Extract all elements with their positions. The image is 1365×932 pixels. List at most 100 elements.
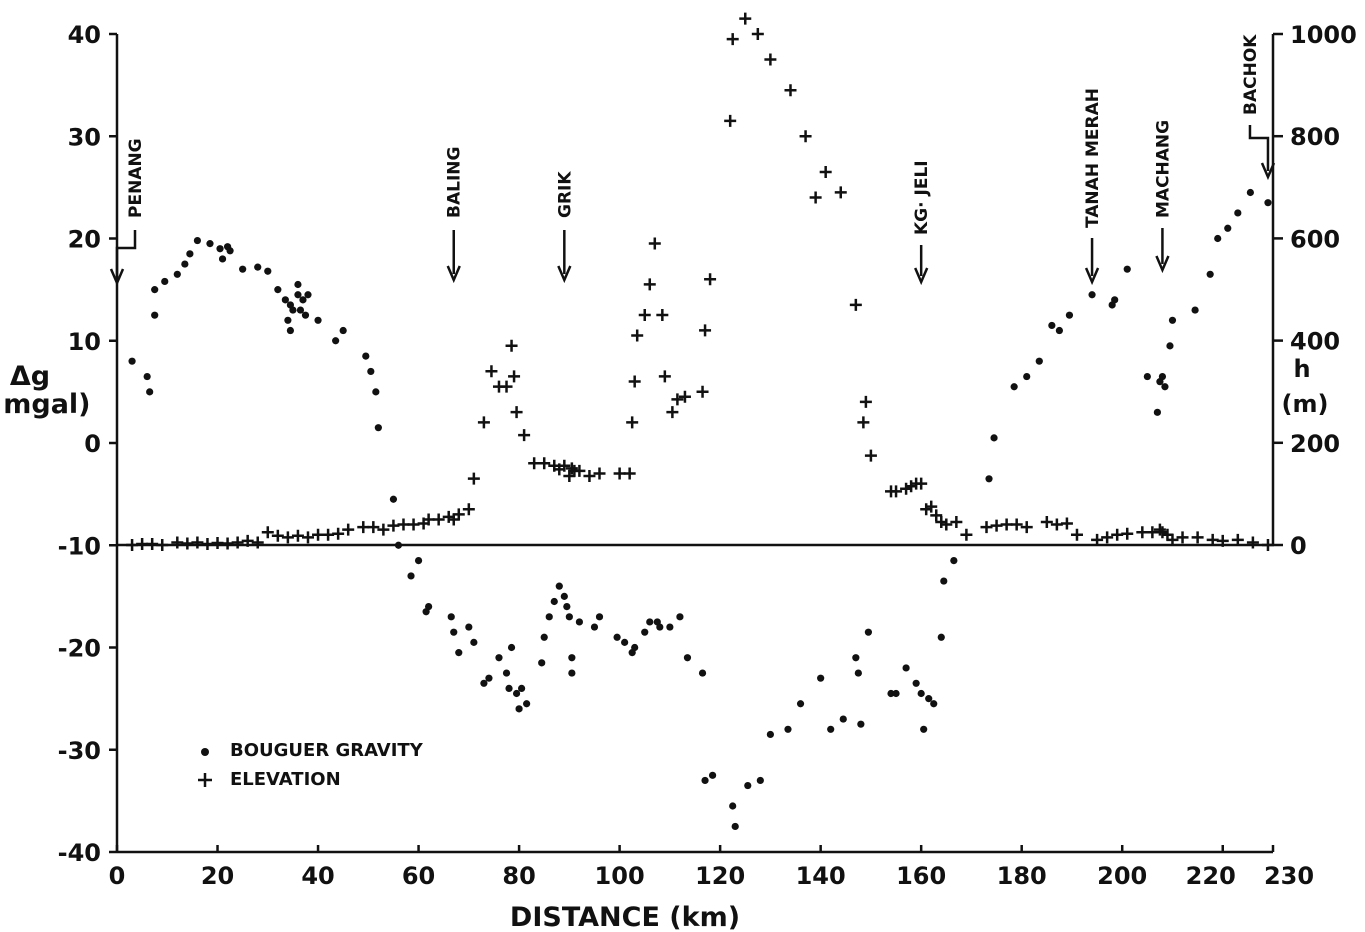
gravity-point xyxy=(729,802,737,810)
right-axis-title-line1: h xyxy=(1293,355,1310,383)
elevation-point xyxy=(397,518,410,531)
gravity-point xyxy=(937,633,945,641)
gravity-point xyxy=(784,725,792,733)
gravity-point xyxy=(274,286,282,294)
right-tick-label: 400 xyxy=(1290,328,1340,356)
elevation-point xyxy=(726,33,739,46)
elevation-point xyxy=(146,537,159,550)
gravity-point xyxy=(540,633,548,641)
gravity-point xyxy=(485,674,493,682)
elevation-point xyxy=(322,528,335,541)
gravity-point xyxy=(766,730,774,739)
elevation-point xyxy=(638,309,651,322)
location-label: KG· JELI xyxy=(912,160,932,235)
elevation-point xyxy=(849,298,862,311)
elevation-point xyxy=(432,513,445,526)
gravity-point xyxy=(216,245,224,253)
gravity-point xyxy=(698,669,707,677)
gravity-point xyxy=(555,582,563,590)
elevation-point xyxy=(1111,528,1124,541)
elevation-point xyxy=(271,529,284,542)
elevation-point xyxy=(1261,539,1274,551)
elevation-point xyxy=(696,385,709,398)
elevation-point xyxy=(799,130,812,143)
elevation-point xyxy=(960,528,973,541)
elevation-point xyxy=(1010,518,1023,531)
elevation-point xyxy=(666,406,679,419)
gravity-point xyxy=(864,628,873,636)
location-marker: MACHANG xyxy=(1153,120,1173,274)
gravity-point xyxy=(701,776,709,785)
location-arrow-head xyxy=(557,265,572,284)
elevation-point xyxy=(251,536,264,549)
gravity-point xyxy=(631,643,639,652)
location-label: GRIK xyxy=(555,171,575,218)
gravity-point xyxy=(264,267,272,275)
left-tick-label: -40 xyxy=(58,839,101,867)
gravity-point xyxy=(301,311,310,319)
elevation-point xyxy=(648,237,661,250)
elevation-point xyxy=(628,375,641,388)
bouguer-gravity-series xyxy=(128,188,1272,831)
gravity-point xyxy=(930,700,938,708)
gravity-point xyxy=(839,715,847,723)
elevation-point xyxy=(593,467,606,480)
elevation-point xyxy=(452,508,465,521)
location-marker: TANAH MERAH xyxy=(1083,88,1103,286)
gravity-point xyxy=(1088,291,1096,299)
elevation-point xyxy=(613,467,626,480)
x-tick-label: 60 xyxy=(402,862,435,890)
gravity-point xyxy=(374,424,382,432)
elevation-point xyxy=(1166,533,1179,546)
right-tick-label: 0 xyxy=(1290,532,1307,560)
elevation-point xyxy=(784,84,797,97)
gravity-point xyxy=(857,720,865,728)
gravity-point xyxy=(226,247,234,255)
elevation-point xyxy=(477,416,490,429)
elevation-point xyxy=(156,539,169,551)
gravity-point xyxy=(181,260,189,268)
location-arrow-line xyxy=(115,230,137,277)
elevation-point xyxy=(126,539,139,551)
x-tick-label: 160 xyxy=(896,862,946,890)
location-marker: GRIK xyxy=(555,171,575,284)
elevation-series xyxy=(126,12,1274,551)
elevation-point xyxy=(583,470,596,483)
gravity-point xyxy=(218,255,227,263)
elevation-point xyxy=(950,516,963,529)
gravity-point xyxy=(239,265,247,273)
right-tick-label: 200 xyxy=(1290,430,1340,458)
gravity-point xyxy=(161,277,169,286)
gravity-point xyxy=(902,664,910,672)
gravity-point xyxy=(1010,383,1018,391)
gravity-point xyxy=(512,689,521,698)
elevation-point xyxy=(462,503,475,516)
gravity-point xyxy=(146,388,154,396)
x-tick-label: 40 xyxy=(301,862,334,890)
gravity-point xyxy=(1166,342,1174,350)
gravity-point xyxy=(143,372,151,381)
gravity-point xyxy=(523,700,531,708)
elevation-point xyxy=(834,186,847,199)
gravity-point xyxy=(744,781,752,790)
elevation-point xyxy=(377,523,390,536)
gravity-point xyxy=(666,623,674,631)
gravity-point xyxy=(1143,372,1151,381)
elevation-point xyxy=(643,278,656,291)
elevation-point xyxy=(538,457,551,470)
x-tick-label: 20 xyxy=(201,862,234,890)
elevation-point xyxy=(1206,533,1219,546)
gravity-point xyxy=(1048,321,1056,330)
elevation-point xyxy=(915,477,928,490)
elevation-point xyxy=(724,114,737,127)
elevation-point xyxy=(573,464,586,477)
elevation-point xyxy=(301,531,314,544)
gravity-point xyxy=(314,316,322,324)
gravity-point xyxy=(128,357,136,365)
elevation-point xyxy=(1000,518,1013,531)
gravity-point xyxy=(362,352,370,360)
elevation-point xyxy=(1091,533,1104,546)
gravity-point xyxy=(595,613,604,621)
gravity-point xyxy=(1234,209,1242,217)
elevation-point xyxy=(1246,536,1259,549)
